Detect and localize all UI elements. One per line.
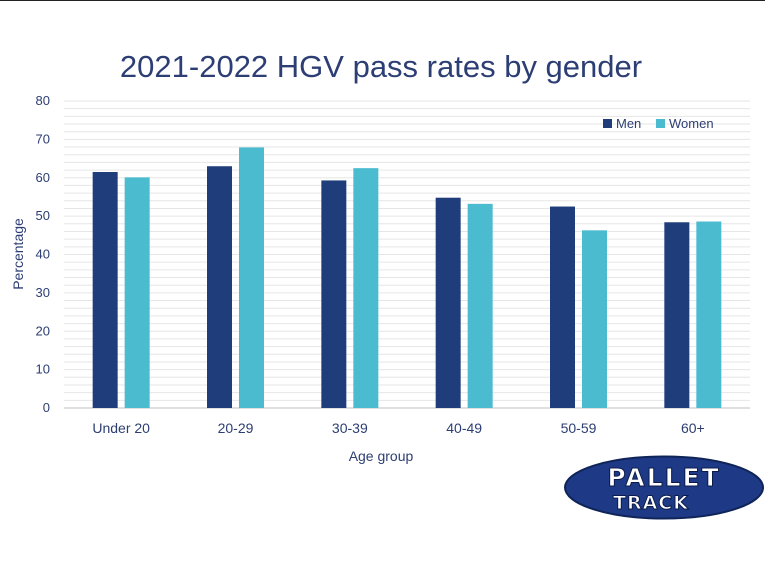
y-tick-label: 0 (43, 400, 50, 415)
y-tick-label: 70 (36, 131, 50, 146)
y-tick-label: 10 (36, 362, 50, 377)
legend-label: Men (616, 116, 641, 131)
x-tick-label: 20-29 (218, 420, 254, 436)
bar-women (696, 221, 722, 408)
top-border (0, 0, 765, 1)
y-tick-label: 50 (36, 208, 50, 223)
legend-swatch (656, 119, 665, 128)
bar-men (207, 166, 232, 408)
y-tick-label: 20 (36, 323, 50, 338)
legend-swatch (603, 119, 612, 128)
x-tick-label: 30-39 (332, 420, 368, 436)
legend: Men Women (603, 116, 714, 131)
bars (92, 147, 722, 408)
logo-line1: PALLET (607, 463, 720, 492)
y-tick-label: 40 (36, 247, 50, 262)
x-axis-label: Age group (349, 448, 414, 464)
y-axis-ticks: 0 10 20 30 40 50 60 70 80 (36, 93, 50, 415)
gridlines (64, 100, 750, 409)
x-axis-ticks: Under 20 20-29 30-39 40-49 50-59 60+ (92, 420, 704, 436)
x-tick-label: Under 20 (92, 420, 150, 436)
y-tick-label: 80 (36, 93, 50, 108)
bar-men (321, 180, 347, 408)
chart-title: 2021-2022 HGV pass rates by gender (120, 49, 642, 84)
x-tick-label: 50-59 (561, 420, 597, 436)
y-tick-label: 30 (36, 285, 50, 300)
bar-women (353, 168, 379, 408)
pallet-track-logo: PALLET TRACK (564, 455, 764, 520)
logo-line2: TRACK (613, 492, 689, 514)
x-tick-label: 60+ (681, 420, 705, 436)
bar-women (582, 230, 607, 408)
bar-women (124, 177, 150, 408)
bar-men (550, 206, 575, 408)
bar-men (92, 171, 118, 408)
x-tick-label: 40-49 (446, 420, 482, 436)
y-axis-label: Percentage (10, 218, 26, 290)
bar-women (239, 147, 264, 408)
legend-label: Women (669, 116, 714, 131)
bar-women (467, 203, 493, 408)
y-tick-label: 60 (36, 170, 50, 185)
bar-men (435, 197, 461, 408)
bar-men (664, 222, 690, 408)
